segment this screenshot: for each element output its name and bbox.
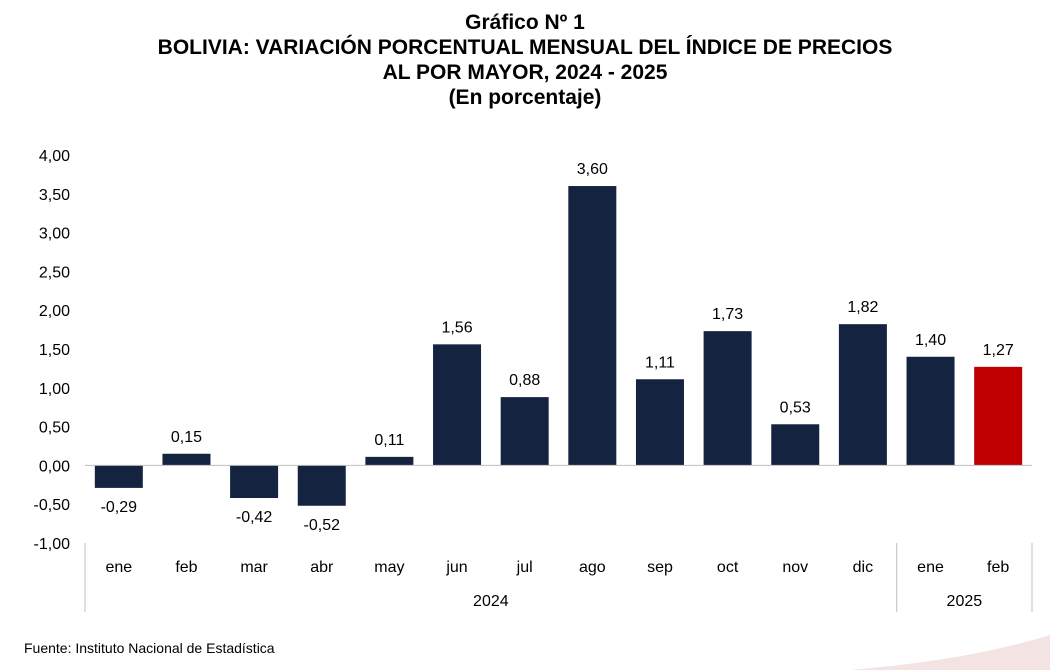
bar: [838, 324, 887, 466]
bar: [568, 186, 617, 466]
x-category-label: dic: [853, 559, 873, 576]
bar: [297, 465, 346, 506]
y-tick-label: 1,50: [39, 342, 70, 359]
data-label: -0,29: [101, 499, 138, 516]
x-category-label: jul: [516, 559, 533, 576]
data-label: 1,27: [983, 342, 1014, 359]
y-tick-label: 2,50: [39, 264, 70, 281]
chart-title-line-1: Gráfico Nº 1: [465, 11, 585, 34]
x-category-label: feb: [987, 559, 1009, 576]
data-label: 0,88: [509, 372, 540, 389]
data-label: 0,15: [171, 429, 202, 446]
x-category-label: ene: [105, 559, 132, 576]
bar: [433, 344, 482, 466]
data-label: 1,11: [645, 354, 675, 371]
x-year-label: 2024: [473, 593, 509, 610]
source-note: Fuente: Instituto Nacional de Estadístic…: [24, 640, 275, 656]
bar: [703, 331, 752, 466]
y-tick-label: -0,50: [34, 497, 71, 514]
bar: [94, 465, 143, 488]
data-label: 1,40: [915, 332, 946, 349]
bar: [500, 397, 549, 466]
bar: [230, 465, 279, 498]
x-category-label: abr: [310, 559, 334, 576]
y-tick-label: 0,50: [39, 420, 70, 437]
data-label: 1,73: [712, 306, 743, 323]
bar: [771, 424, 820, 466]
y-tick-label: 2,00: [39, 303, 70, 320]
x-category-label: may: [374, 559, 404, 576]
chart-title-line-3: AL POR MAYOR, 2024 - 2025: [382, 61, 668, 84]
y-tick-label: 3,50: [39, 187, 70, 204]
x-category-label: oct: [717, 559, 739, 576]
y-tick-label: 0,00: [39, 458, 70, 475]
bar: [365, 456, 414, 466]
y-tick-label: 3,00: [39, 226, 70, 243]
bar: [635, 379, 684, 466]
x-year-label: 2025: [947, 593, 983, 610]
x-category-label: nov: [782, 559, 808, 576]
bar: [162, 453, 211, 466]
data-label: 1,82: [847, 299, 878, 316]
bar: [906, 356, 955, 466]
chart-subtitle: (En porcentaje): [448, 86, 602, 109]
x-category-label: jun: [445, 559, 467, 576]
bar: [974, 366, 1023, 466]
x-category-label: feb: [175, 559, 197, 576]
data-label: -0,52: [304, 517, 341, 534]
data-label: -0,42: [236, 509, 273, 526]
y-tick-label: 4,00: [39, 148, 70, 165]
chart-title-line-2: BOLIVIA: VARIACIÓN PORCENTUAL MENSUAL DE…: [157, 36, 893, 59]
x-category-label: ago: [579, 559, 606, 576]
corner-decoration: [850, 635, 1050, 670]
data-label: 0,11: [374, 432, 404, 449]
data-label: 0,53: [780, 399, 811, 416]
x-category-label: ene: [917, 559, 944, 576]
data-label: 3,60: [577, 161, 608, 178]
data-label: 1,56: [441, 319, 472, 336]
chart-title-block: Gráfico Nº 1 BOLIVIA: VARIACIÓN PORCENTU…: [0, 10, 1050, 110]
y-tick-label: -1,00: [34, 536, 71, 553]
x-category-label: sep: [647, 559, 673, 576]
y-tick-label: 1,00: [39, 381, 70, 398]
x-category-label: mar: [240, 559, 268, 576]
bar-chart: -1,00 -0,50 0,00 0,50 1,00 1,50 2,00 2,50 3,00 3,…: [34, 148, 1033, 612]
